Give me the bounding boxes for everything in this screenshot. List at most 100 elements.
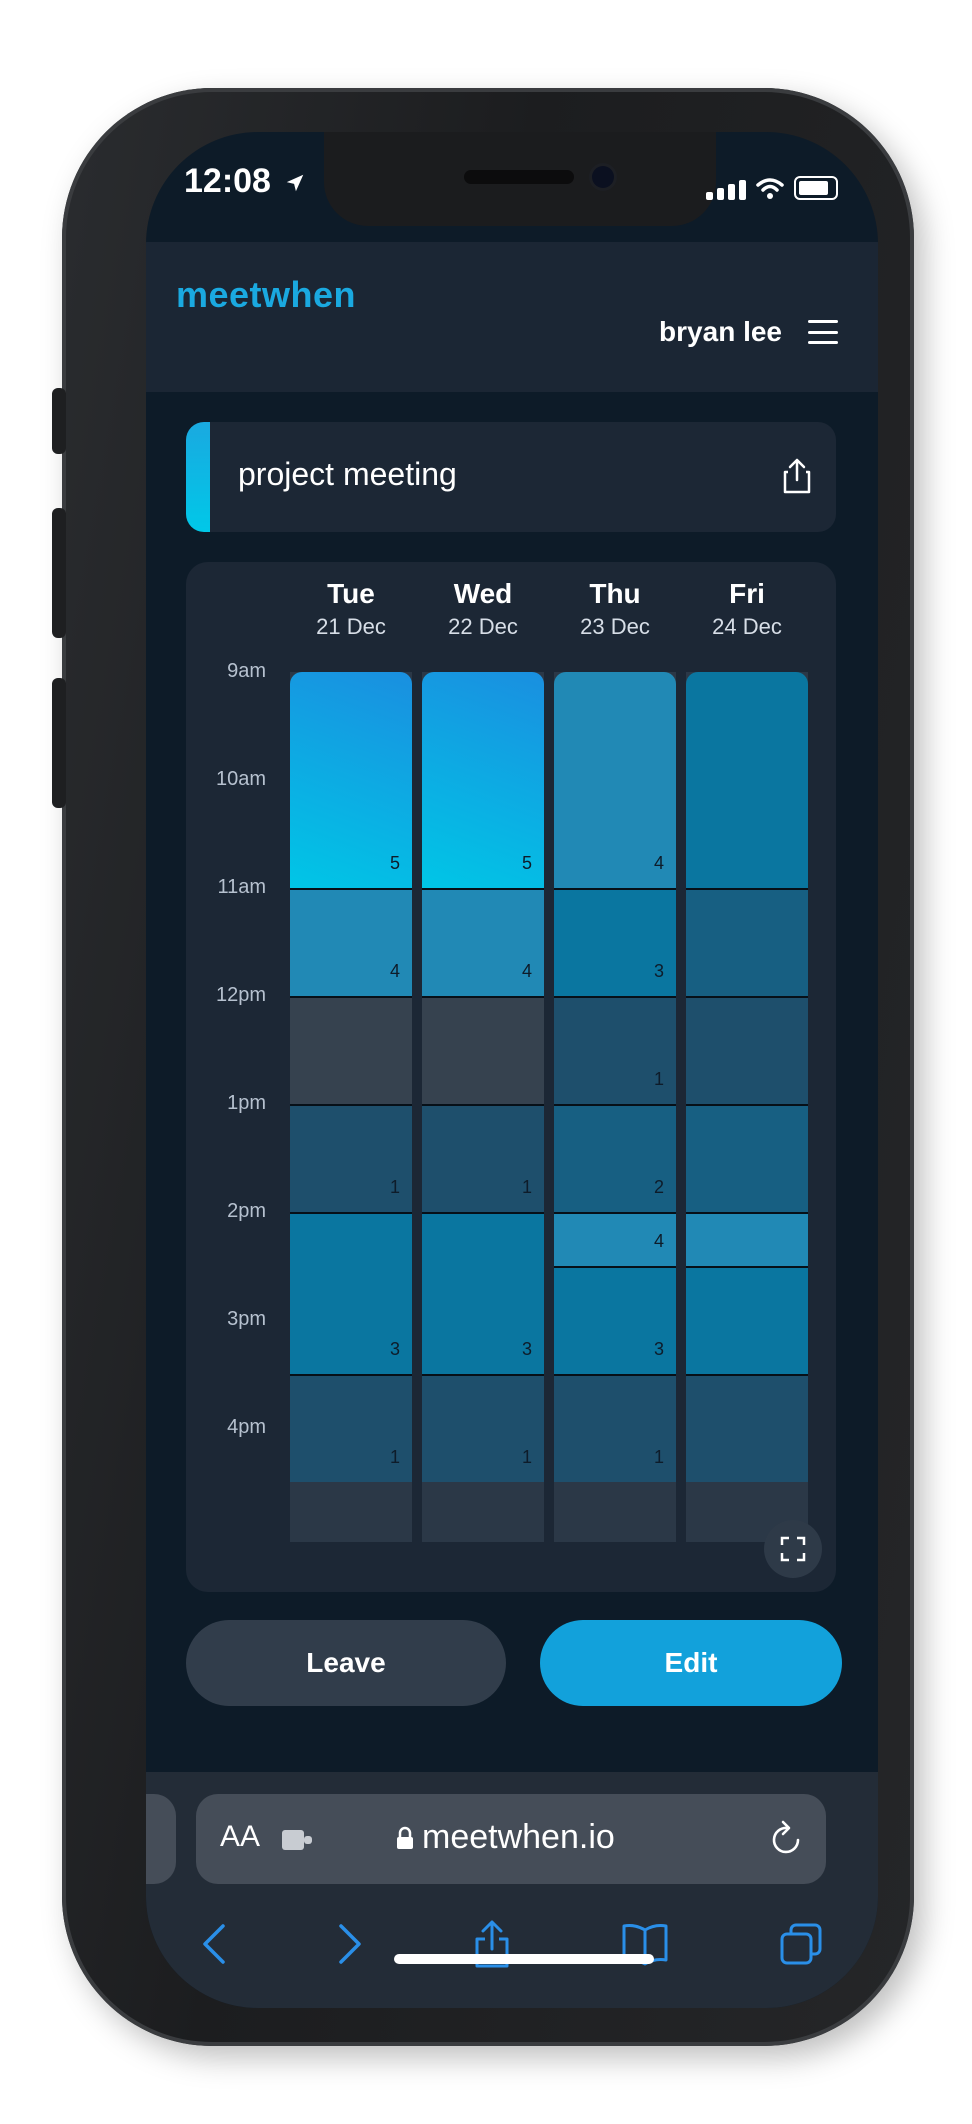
availability-block[interactable]: 4 xyxy=(554,1212,676,1266)
event-title: project meeting xyxy=(238,456,457,492)
location-arrow-icon xyxy=(287,174,304,192)
day-column-thu: Thu 23 Dec 4 3 1 2 4 3 1 xyxy=(554,562,676,1592)
availability-block[interactable]: 4 xyxy=(554,672,676,888)
speaker-grill xyxy=(464,170,574,184)
hamburger-menu-icon[interactable] xyxy=(808,320,838,344)
event-title-card: project meeting xyxy=(186,422,836,532)
day-date: 22 Dec xyxy=(448,614,518,639)
volume-up-button xyxy=(52,508,66,638)
previous-tab-preview[interactable] xyxy=(146,1794,176,1884)
day-header: Wed 22 Dec xyxy=(422,578,544,640)
day-column-fri: Fri 24 Dec xyxy=(686,562,808,1592)
availability-count: 1 xyxy=(653,1069,664,1089)
availability-count: 1 xyxy=(389,1447,400,1467)
title-accent-bar xyxy=(186,422,210,532)
address-bar[interactable]: AA meetwhen.io xyxy=(196,1794,826,1884)
day-column-wed: Wed 22 Dec 5 4 1 3 1 xyxy=(422,562,544,1592)
availability-block[interactable]: 4 xyxy=(422,888,544,996)
availability-count: 4 xyxy=(389,961,400,981)
day-name: Wed xyxy=(453,578,513,609)
volume-down-button xyxy=(52,678,66,808)
status-icons xyxy=(706,176,838,200)
forward-icon[interactable] xyxy=(337,1922,363,1966)
extension-icon[interactable] xyxy=(280,1824,314,1854)
day-name: Tue xyxy=(327,578,375,609)
availability-block[interactable] xyxy=(686,1104,808,1212)
fullscreen-icon xyxy=(780,1536,806,1562)
availability-count: 4 xyxy=(653,1231,664,1251)
availability-grid: 9am 10am 11am 12pm 1pm 2pm 3pm 4pm Tue 21 Dec 5 4 1… xyxy=(186,562,836,1592)
availability-block[interactable]: 2 xyxy=(554,1104,676,1212)
availability-block[interactable]: 1 xyxy=(422,1374,544,1482)
availability-count: 5 xyxy=(389,853,400,873)
lock-icon xyxy=(397,1826,413,1849)
day-name: Thu xyxy=(589,578,641,609)
availability-block[interactable] xyxy=(422,996,544,1104)
time-label: 11am xyxy=(217,876,266,898)
url-display[interactable]: meetwhen.io xyxy=(396,1818,615,1857)
availability-count: 1 xyxy=(521,1177,532,1197)
availability-block[interactable]: 3 xyxy=(554,1266,676,1374)
time-label: 12pm xyxy=(215,984,266,1006)
availability-track[interactable] xyxy=(686,672,808,1542)
availability-count: 1 xyxy=(653,1447,664,1467)
availability-block[interactable]: 5 xyxy=(290,672,412,888)
home-indicator xyxy=(394,1954,654,1964)
availability-block[interactable] xyxy=(686,672,808,888)
time-label: 9am xyxy=(227,660,266,682)
browser-toolbar xyxy=(146,1904,878,1984)
time-label: 3pm xyxy=(227,1308,266,1330)
availability-count: 4 xyxy=(653,853,664,873)
day-date: 24 Dec xyxy=(712,614,782,639)
tabs-icon[interactable] xyxy=(779,1922,823,1966)
time-label: 1pm xyxy=(227,1092,266,1114)
time-axis: 9am 10am 11am 12pm 1pm 2pm 3pm 4pm xyxy=(186,562,266,1592)
back-icon[interactable] xyxy=(201,1922,227,1966)
availability-block[interactable]: 1 xyxy=(290,1104,412,1212)
availability-block[interactable]: 5 xyxy=(422,672,544,888)
availability-block[interactable] xyxy=(686,1212,808,1266)
availability-block[interactable]: 3 xyxy=(554,888,676,996)
availability-block[interactable]: 1 xyxy=(422,1104,544,1212)
time-label: 4pm xyxy=(227,1416,266,1438)
availability-block[interactable] xyxy=(686,1266,808,1374)
availability-block[interactable]: 3 xyxy=(290,1212,412,1374)
availability-block[interactable]: 4 xyxy=(290,888,412,996)
availability-count: 1 xyxy=(521,1447,532,1467)
availability-count: 3 xyxy=(653,1339,664,1359)
availability-block[interactable]: 1 xyxy=(290,1374,412,1482)
app-header: meetwhen bryan lee xyxy=(146,242,878,392)
availability-count: 1 xyxy=(389,1177,400,1197)
mute-switch xyxy=(52,388,66,454)
leave-button[interactable]: Leave xyxy=(186,1620,506,1706)
availability-track[interactable]: 5 4 1 3 1 xyxy=(422,672,544,1542)
day-header: Tue 21 Dec xyxy=(290,578,412,640)
availability-block[interactable]: 1 xyxy=(554,1374,676,1482)
availability-block[interactable] xyxy=(290,996,412,1104)
availability-count: 3 xyxy=(521,1339,532,1359)
edit-button[interactable]: Edit xyxy=(540,1620,842,1706)
share-icon[interactable] xyxy=(782,458,812,494)
app-logo[interactable]: meetwhen xyxy=(176,274,357,315)
browser-chrome: AA meetwhen.io xyxy=(146,1772,878,2008)
user-name[interactable]: bryan lee xyxy=(659,316,782,347)
availability-block[interactable] xyxy=(686,996,808,1104)
text-size-button[interactable]: AA xyxy=(220,1820,261,1853)
day-date: 21 Dec xyxy=(316,614,386,639)
expand-grid-button[interactable] xyxy=(764,1520,822,1578)
availability-block[interactable] xyxy=(686,1374,808,1482)
day-header: Thu 23 Dec xyxy=(554,578,676,640)
availability-track[interactable]: 5 4 1 3 1 xyxy=(290,672,412,1542)
phone-screen: 12:08 meetwhen bryan lee project meeting xyxy=(146,132,878,2008)
availability-count: 4 xyxy=(521,961,532,981)
front-camera xyxy=(592,166,614,188)
availability-track[interactable]: 4 3 1 2 4 3 1 xyxy=(554,672,676,1542)
availability-block[interactable]: 1 xyxy=(554,996,676,1104)
share-sheet-icon[interactable] xyxy=(473,1919,511,1969)
availability-block[interactable]: 3 xyxy=(422,1212,544,1374)
signal-icon xyxy=(706,180,746,200)
time-label: 10am xyxy=(215,768,266,790)
availability-block[interactable] xyxy=(686,888,808,996)
day-column-tue: Tue 21 Dec 5 4 1 3 1 xyxy=(290,562,412,1592)
reload-icon[interactable] xyxy=(770,1818,804,1856)
